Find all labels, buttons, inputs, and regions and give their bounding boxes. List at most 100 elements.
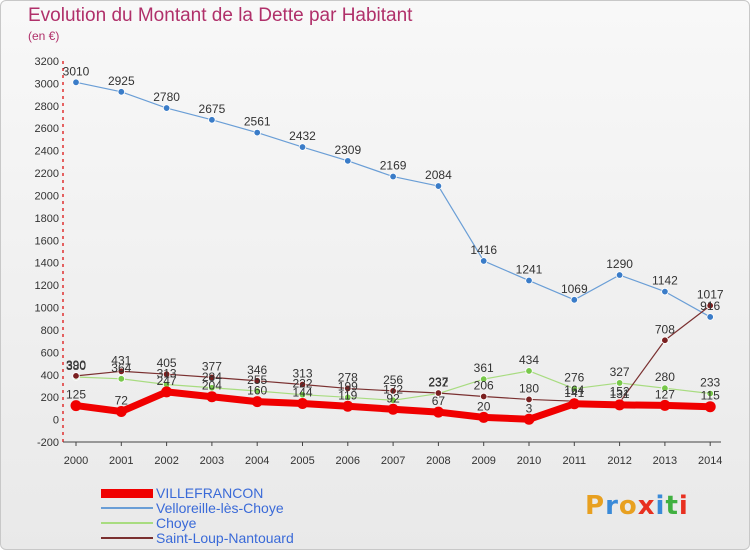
- data-point: [344, 157, 352, 165]
- data-label: 131: [610, 387, 630, 401]
- data-point: [525, 367, 533, 375]
- x-tick-label: 2012: [607, 455, 631, 467]
- data-label: 346: [247, 363, 267, 377]
- logo-letter: x: [637, 491, 656, 521]
- data-label: 313: [292, 367, 312, 381]
- data-label: 405: [157, 356, 177, 370]
- data-label: 206: [474, 379, 494, 393]
- data-point: [480, 392, 488, 401]
- y-tick-label: 2000: [35, 190, 59, 202]
- legend-label: Velloreille-lès-Choye: [156, 500, 284, 516]
- data-point: [298, 143, 307, 151]
- data-label: 67: [432, 394, 446, 408]
- data-point: [434, 182, 443, 190]
- data-label: 284: [202, 370, 222, 384]
- data-label: 1290: [606, 257, 633, 271]
- logo-letter: t: [665, 491, 679, 521]
- data-point: [387, 403, 399, 415]
- data-label: 119: [338, 388, 357, 402]
- x-tick-label: 2004: [245, 455, 269, 467]
- data-label: 364: [111, 361, 131, 375]
- data-point: [480, 375, 488, 383]
- data-label: 361: [474, 361, 494, 375]
- data-label: 2780: [153, 90, 180, 104]
- y-tick-label: 0: [53, 415, 59, 427]
- data-label: 3: [526, 401, 533, 415]
- data-label: 1069: [561, 282, 588, 296]
- data-point: [342, 400, 354, 412]
- data-label: 152: [610, 385, 630, 399]
- data-point: [72, 372, 80, 380]
- data-point: [661, 336, 669, 344]
- data-label: 222: [292, 377, 312, 391]
- x-tick-label: 2008: [426, 455, 450, 467]
- data-point: [70, 400, 82, 412]
- y-tick-label: 1400: [35, 258, 59, 270]
- data-label: 2925: [108, 74, 135, 88]
- data-label: 327: [610, 365, 630, 379]
- proxiti-logo: Proxiti: [585, 491, 689, 521]
- data-point: [115, 406, 127, 418]
- data-label: 434: [519, 353, 539, 367]
- series-line: [75, 81, 711, 318]
- x-tick-label: 2000: [64, 455, 88, 467]
- data-label: 1142: [652, 274, 678, 288]
- data-point: [389, 396, 397, 405]
- logo-letter: o: [618, 491, 638, 521]
- data-point: [432, 406, 444, 418]
- data-point: [251, 396, 263, 408]
- data-point: [298, 380, 307, 389]
- data-label: 380: [66, 359, 86, 373]
- data-point: [661, 287, 669, 296]
- data-label: 199: [338, 379, 358, 393]
- data-label: 125: [66, 388, 86, 402]
- data-point: [208, 373, 216, 382]
- data-point: [162, 104, 171, 112]
- data-point: [344, 384, 352, 393]
- data-label: 233: [700, 375, 720, 389]
- data-point: [206, 391, 218, 403]
- data-label: 141: [564, 386, 584, 400]
- chart-subtitle: (en €): [28, 29, 60, 43]
- y-tick-label: 2400: [35, 146, 59, 158]
- y-tick-label: 3000: [35, 78, 59, 90]
- data-label: 20: [477, 399, 491, 413]
- y-tick-label: 800: [41, 325, 59, 337]
- data-label: 708: [655, 322, 675, 336]
- data-label: 115: [701, 389, 720, 403]
- logo-letter: r: [605, 491, 619, 521]
- logo-letter: i: [678, 491, 689, 521]
- data-point: [117, 88, 125, 96]
- data-label: 232: [428, 376, 448, 390]
- data-point: [706, 301, 714, 310]
- y-tick-label: 1800: [35, 213, 59, 225]
- data-label: 204: [202, 379, 222, 393]
- data-label: 2675: [199, 102, 226, 116]
- y-tick-label: 200: [41, 392, 59, 404]
- data-point: [704, 401, 716, 413]
- data-point: [706, 313, 714, 321]
- data-label: 92: [386, 391, 400, 405]
- legend-label: Saint-Loup-Nantouard: [156, 530, 294, 546]
- data-label: 2084: [425, 168, 452, 182]
- chart-title: Evolution du Montant de la Dette par Hab…: [28, 5, 413, 26]
- data-point: [344, 393, 352, 401]
- data-label: 276: [564, 371, 584, 385]
- data-point: [161, 386, 173, 398]
- y-tick-label: 1200: [35, 280, 59, 292]
- data-label: 1017: [697, 288, 724, 302]
- x-tick-label: 2002: [154, 455, 178, 467]
- x-tick-label: 2006: [336, 455, 360, 467]
- data-label: 1241: [516, 263, 543, 277]
- data-label: 280: [655, 370, 675, 384]
- data-point: [614, 399, 626, 411]
- data-point: [253, 128, 261, 137]
- data-point: [570, 296, 578, 304]
- data-point: [525, 276, 533, 285]
- data-point: [117, 367, 125, 375]
- data-label: 916: [700, 299, 720, 313]
- legend-item: Velloreille-lès-Choye: [101, 500, 284, 516]
- data-label: 164: [564, 383, 584, 397]
